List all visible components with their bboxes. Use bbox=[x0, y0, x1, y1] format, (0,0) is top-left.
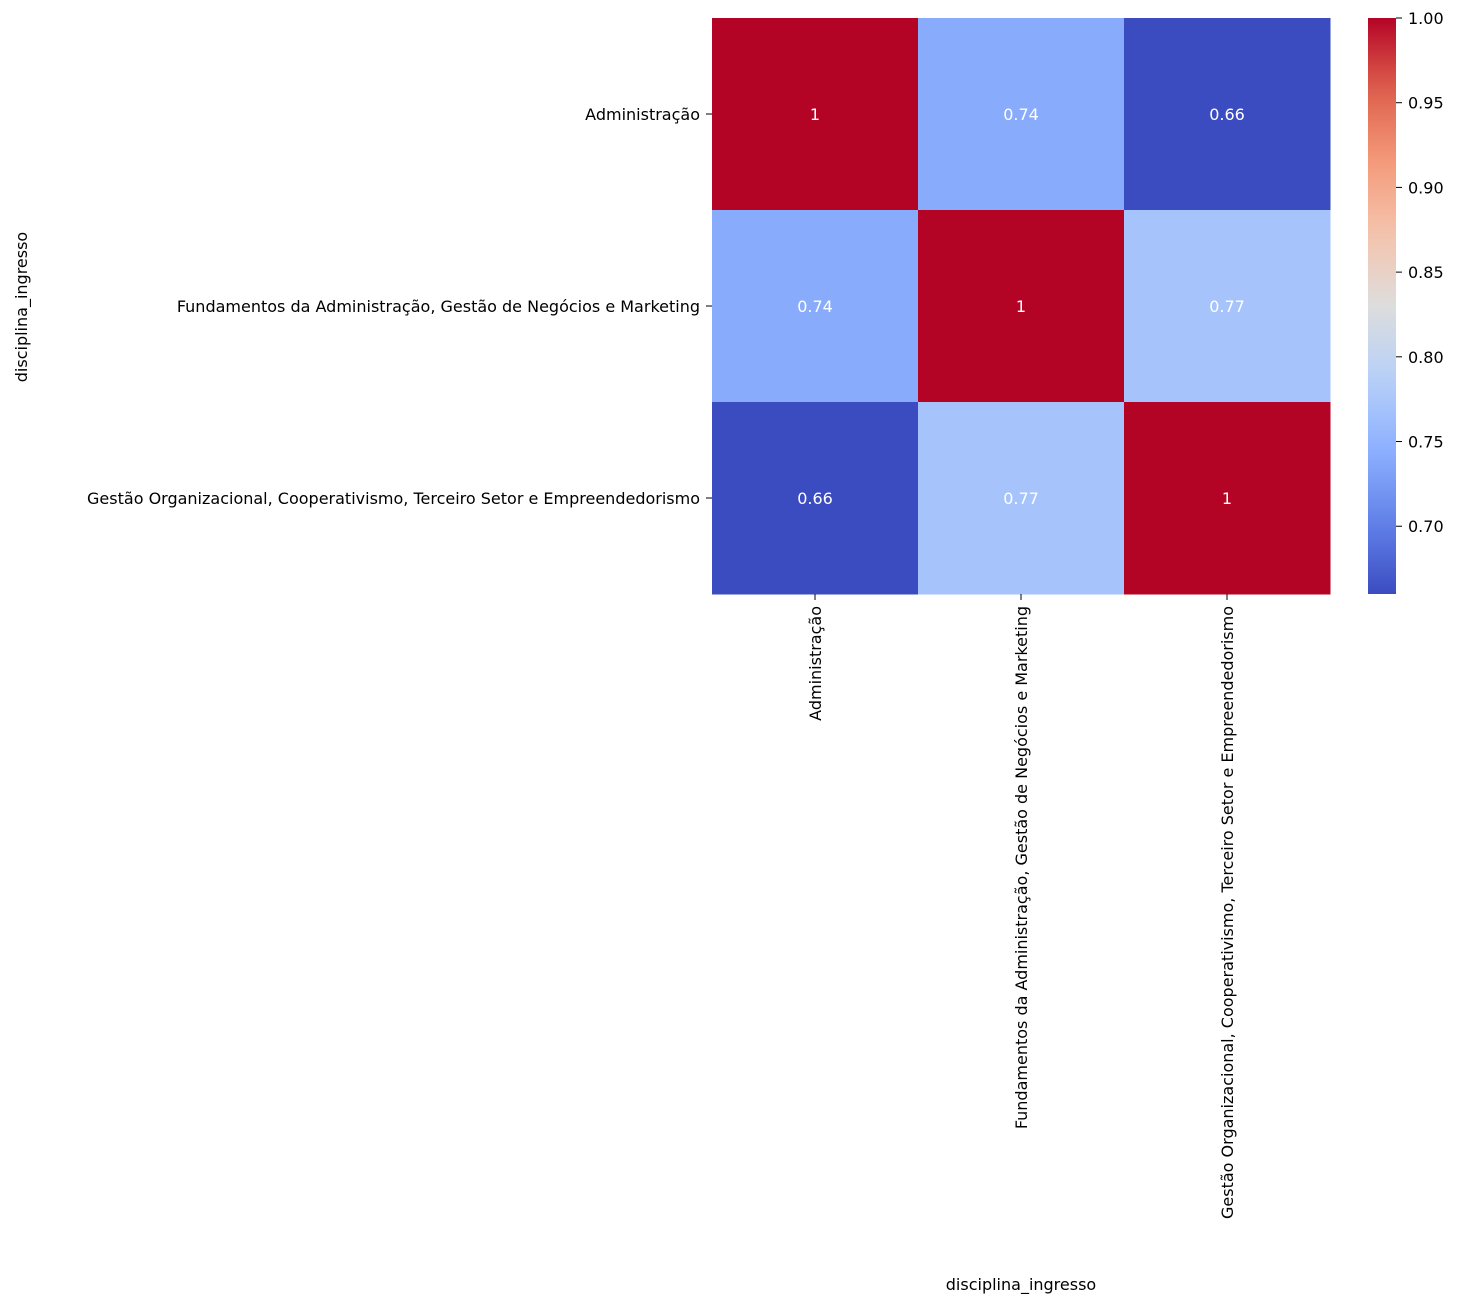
heatmap-cell bbox=[918, 402, 1125, 595]
colorbar-tick-label: 1.00 bbox=[1408, 9, 1444, 28]
heatmap-cells bbox=[712, 18, 1331, 595]
cell-value-label: 0.66 bbox=[797, 489, 833, 508]
cell-value-label: 0.77 bbox=[1209, 297, 1245, 316]
heatmap-cell bbox=[1124, 18, 1331, 211]
y-tick-label: Fundamentos da Administração, Gestão de … bbox=[177, 297, 700, 316]
x-axis-title: disciplina_ingresso bbox=[946, 1275, 1096, 1295]
heatmap-cell bbox=[918, 18, 1125, 211]
colorbar-tick-label: 0.80 bbox=[1408, 348, 1444, 367]
x-axis-ticks: Administração Fundamentos da Administraçã… bbox=[806, 594, 1237, 1219]
y-tick-label: Administração bbox=[585, 105, 700, 124]
cell-value-label: 0.74 bbox=[1003, 105, 1039, 124]
heatmap-cell bbox=[1124, 402, 1331, 595]
cell-value-label: 0.74 bbox=[797, 297, 833, 316]
heatmap-annotations: 1 0.74 0.66 0.74 1 0.77 0.66 0.77 1 bbox=[797, 105, 1245, 508]
cell-value-label: 0.66 bbox=[1209, 105, 1245, 124]
colorbar-tick-label: 0.85 bbox=[1408, 263, 1444, 282]
heatmap-cell bbox=[918, 210, 1125, 403]
y-axis-ticks: Administração Fundamentos da Administraçã… bbox=[87, 105, 712, 508]
cell-value-label: 1 bbox=[1222, 489, 1232, 508]
cell-value-label: 0.77 bbox=[1003, 489, 1039, 508]
heatmap-cell bbox=[712, 210, 919, 403]
colorbar-ticks: 0.70 0.75 0.80 0.85 0.90 0.95 1.00 bbox=[1396, 9, 1444, 536]
x-tick-label: Administração bbox=[806, 606, 825, 721]
colorbar-tick-label: 0.75 bbox=[1408, 433, 1444, 452]
y-axis-title: disciplina_ingresso bbox=[12, 232, 32, 382]
colorbar bbox=[1368, 18, 1396, 594]
x-tick-label: Gestão Organizacional, Cooperativismo, T… bbox=[1218, 606, 1237, 1219]
y-tick-label: Gestão Organizacional, Cooperativismo, T… bbox=[87, 489, 700, 508]
colorbar-tick-label: 0.90 bbox=[1408, 178, 1444, 197]
colorbar-tick-label: 0.70 bbox=[1408, 517, 1444, 536]
x-tick-label: Fundamentos da Administração, Gestão de … bbox=[1012, 606, 1031, 1129]
cell-value-label: 1 bbox=[810, 105, 820, 124]
heatmap-cell bbox=[1124, 210, 1331, 403]
cell-value-label: 1 bbox=[1016, 297, 1026, 316]
heatmap-cell bbox=[712, 18, 919, 211]
colorbar-tick-label: 0.95 bbox=[1408, 94, 1444, 113]
heatmap-cell bbox=[712, 402, 919, 595]
